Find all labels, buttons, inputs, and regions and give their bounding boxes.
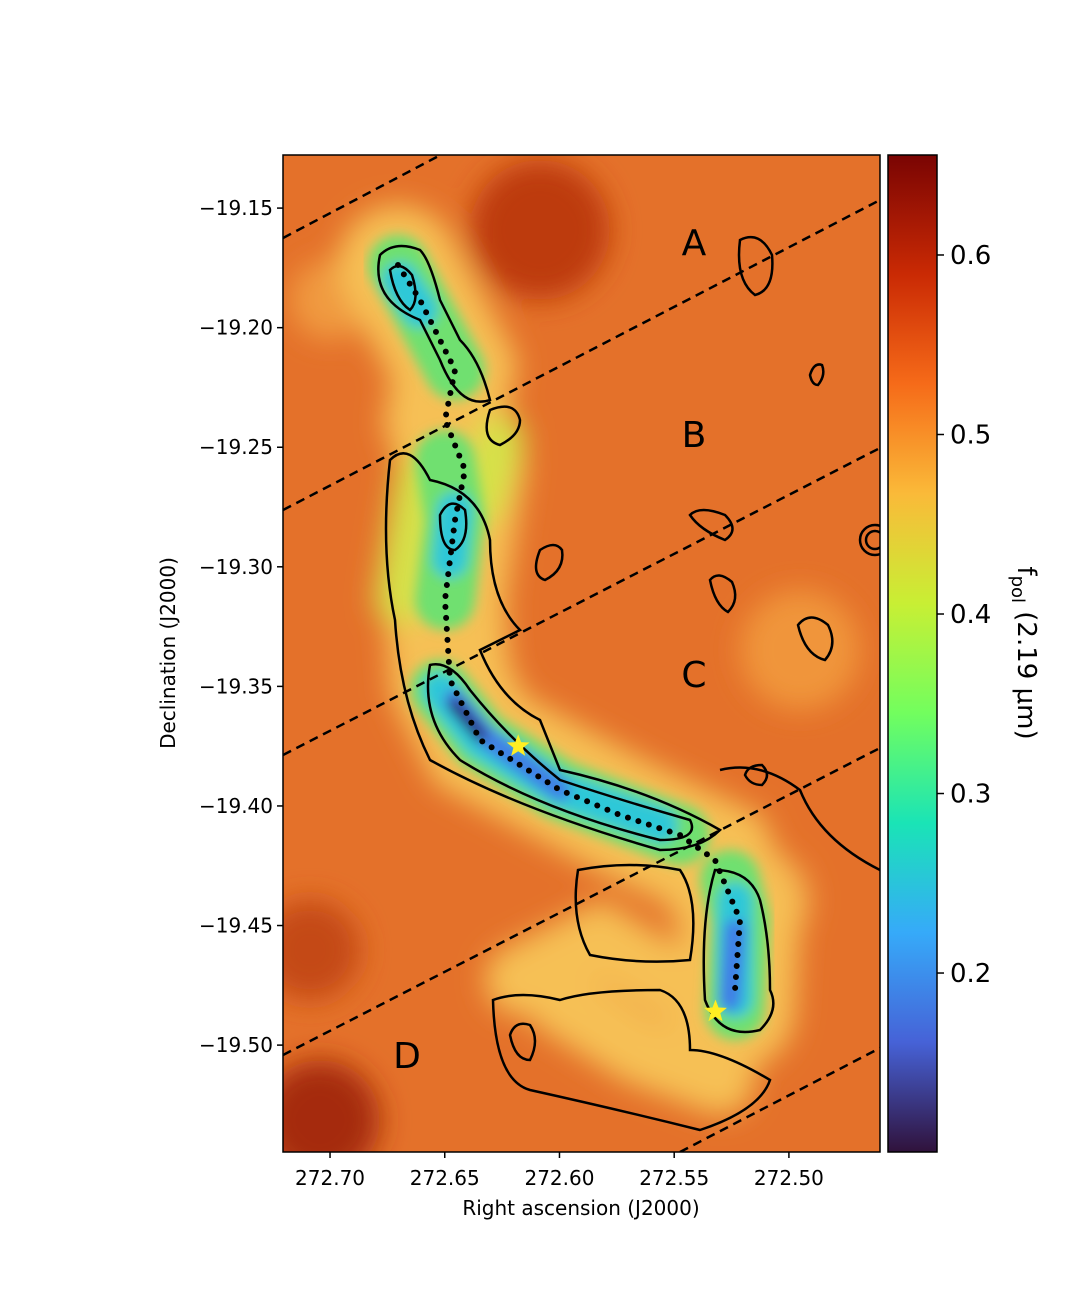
x-tick-label: 272.55	[639, 1166, 709, 1190]
y-axis-label: Declination (J2000)	[156, 557, 180, 749]
y-tick-label: −19.40	[199, 794, 273, 818]
y-tick-label: −19.45	[199, 914, 273, 938]
label-rest: (2.19 μm)	[1011, 603, 1041, 740]
map	[283, 155, 880, 1152]
star-marker	[704, 999, 727, 1022]
y-tick-label: −19.15	[199, 196, 273, 220]
y-tick-label: −19.20	[199, 316, 273, 340]
star-marker	[506, 734, 530, 756]
y-tick-label: −19.50	[199, 1033, 273, 1057]
region-label: D	[393, 1036, 421, 1077]
colorbar-tick-label: 0.4	[950, 600, 991, 630]
x-tick-label: 272.60	[524, 1166, 594, 1190]
colorbar-tick-label: 0.5	[950, 420, 991, 450]
x-tick-label: 272.50	[754, 1166, 824, 1190]
plot-frame	[282, 154, 881, 1153]
y-tick-label: −19.30	[199, 555, 273, 579]
x-tick-label: 272.70	[295, 1166, 365, 1190]
colorbar-tick-label: 0.6	[950, 241, 991, 271]
y-tick-label: −19.25	[199, 435, 273, 459]
colorbar-tick-label: 0.2	[950, 959, 991, 989]
subscript: pol	[1007, 576, 1028, 603]
x-tick-label: 272.65	[410, 1166, 480, 1190]
region-label: B	[682, 415, 707, 456]
symbol: f	[1011, 566, 1041, 576]
colorbar-tick-label: 0.3	[950, 780, 991, 810]
region-label: C	[681, 655, 706, 696]
x-axis-label: Right ascension (J2000)	[462, 1196, 699, 1220]
colorbar-label: fpol (2.19 μm)	[1007, 566, 1041, 739]
y-tick-label: −19.35	[199, 674, 273, 698]
colorbar	[887, 154, 938, 1153]
region-label: A	[682, 223, 707, 264]
